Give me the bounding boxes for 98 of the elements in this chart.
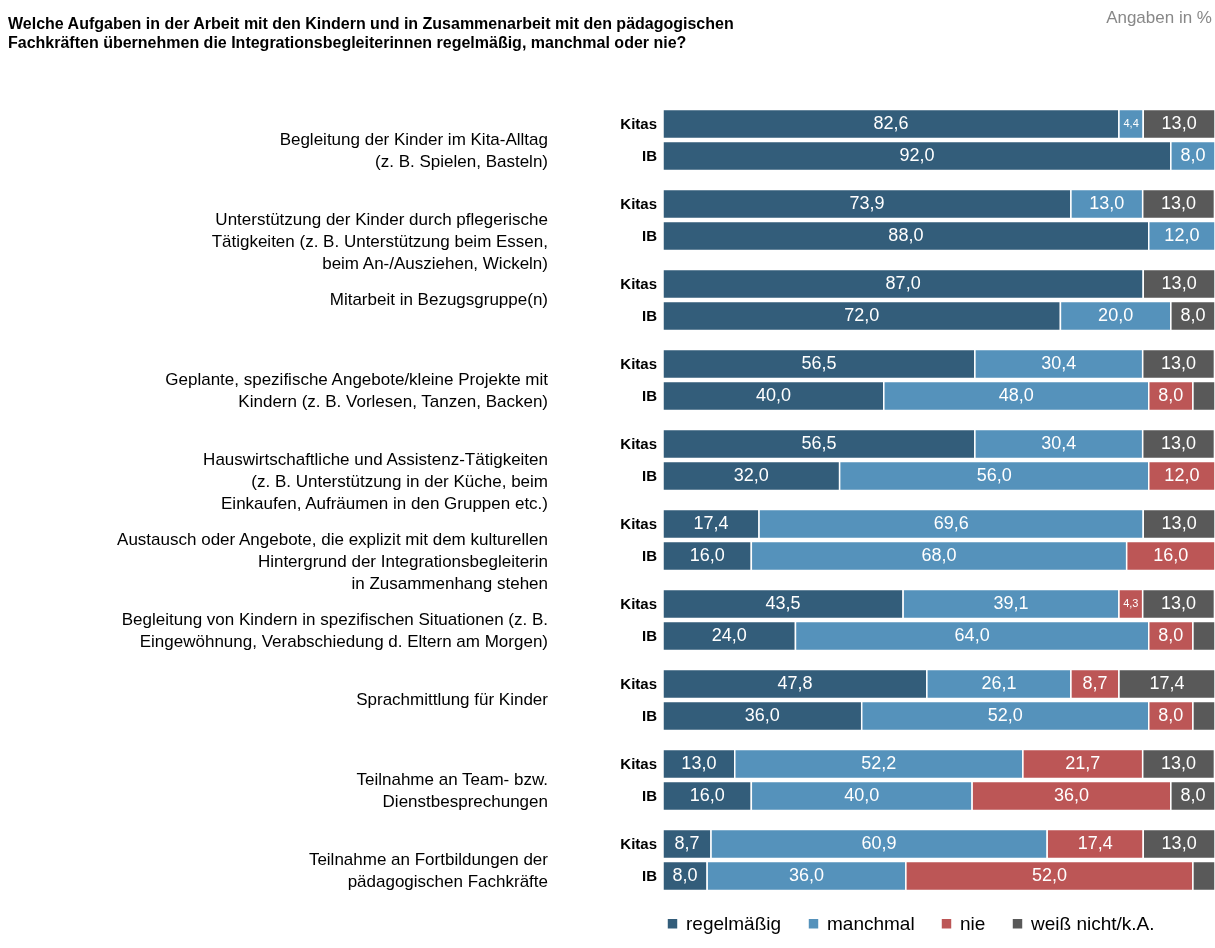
data-label: 12,0 xyxy=(1164,225,1200,245)
data-label: 88,0 xyxy=(888,225,924,245)
y-tick-label: IB xyxy=(642,307,658,324)
data-label: 13,0 xyxy=(1161,593,1197,613)
text: Begleitung der Kinder im Kita-Alltag (z. B. Spielen, Basteln) xyxy=(279,130,548,171)
data-label: 13,0 xyxy=(1089,193,1125,213)
data-label: 16,0 xyxy=(1153,545,1189,565)
y-tick-label: IB xyxy=(642,147,658,164)
data-label: 73,9 xyxy=(849,193,885,213)
y-tick-label: Kitas xyxy=(620,515,657,532)
data-label: 40,0 xyxy=(755,385,791,405)
data-label: 13,0 xyxy=(1161,433,1197,453)
y-tick-label: Kitas xyxy=(620,115,657,132)
data-label: 30,4 xyxy=(1041,433,1077,453)
data-label: 87,0 xyxy=(885,273,921,293)
y-tick-label: IB xyxy=(642,787,658,804)
y-tick-label: IB xyxy=(642,227,658,244)
data-label: 21,7 xyxy=(1065,753,1101,773)
y-tick-label: Kitas xyxy=(620,595,657,612)
data-label: 30,4 xyxy=(1041,353,1077,373)
data-label: 13,0 xyxy=(1161,113,1197,133)
text: Unterstützung der Kinder durch pflegerische Tätigkeiten (z. B. Unterstützung beim Essen, beim An-/Ausziehen, Wickeln) xyxy=(211,210,548,273)
data-label: 26,1 xyxy=(981,673,1017,693)
text: Welche Aufgaben in der Arbeit mit den Kindern und in Zusammenarbeit mit den pädagogischen Fachkräften übernehmen die Integrationsbegleiterinnen regelmäßig, manchmal oder nie? xyxy=(8,15,734,51)
text: Geplante, spezifische Angebote/kleine Projekte mit Kindern (z. B. Vorlesen, Tanzen, Backen) xyxy=(165,370,549,411)
y-tick-label: Kitas xyxy=(620,195,657,212)
y-tick-label: Kitas xyxy=(620,835,657,852)
data-label: 92,0 xyxy=(899,145,935,165)
data-label: 17,4 xyxy=(1077,833,1113,853)
data-label: 36,0 xyxy=(789,865,825,885)
data-label: 40,0 xyxy=(844,785,880,805)
data-label: 56,0 xyxy=(976,465,1012,485)
data-label: 39,1 xyxy=(993,593,1029,613)
data-label: 68,0 xyxy=(921,545,957,565)
y-tick-label: Kitas xyxy=(620,755,657,772)
data-label: 13,0 xyxy=(1161,833,1197,853)
data-label: 8,7 xyxy=(674,833,700,853)
data-label: 8,0 xyxy=(1158,705,1184,725)
data-label: 60,9 xyxy=(861,833,897,853)
data-label: 4,3 xyxy=(1123,597,1139,609)
data-label: 13,0 xyxy=(681,753,717,773)
data-label: 13,0 xyxy=(1161,753,1197,773)
data-label: 8,0 xyxy=(1180,145,1206,165)
data-label: 12,0 xyxy=(1164,465,1200,485)
data-label: 8,7 xyxy=(1082,673,1108,693)
legend-label: nie xyxy=(960,912,986,934)
text: Austausch oder Angebote, die explizit mit dem kulturellen Hintergrund der Integrationsbegleiterin in Zusammenhang stehen xyxy=(117,530,548,593)
y-tick-label: Kitas xyxy=(620,275,657,292)
data-label: 16,0 xyxy=(689,785,725,805)
chart-subtitle: Angaben in % xyxy=(1106,8,1212,27)
y-tick-label: IB xyxy=(642,867,658,884)
data-label: 13,0 xyxy=(1161,353,1197,373)
text: Sprachmittlung für Kinder xyxy=(356,690,549,709)
data-label: 17,4 xyxy=(693,513,729,533)
data-label: 56,5 xyxy=(801,433,837,453)
data-label: 4,4 xyxy=(1123,117,1139,129)
data-label: 47,8 xyxy=(777,673,813,693)
y-tick-label: IB xyxy=(642,627,658,644)
data-label: 32,0 xyxy=(733,465,769,485)
text: Begleitung von Kindern in spezifischen Situationen (z. B. Eingewöhnung, Verabschiedung d. Eltern am Morgen) xyxy=(121,610,548,651)
y-tick-label: Kitas xyxy=(620,675,657,692)
y-tick-label: Kitas xyxy=(620,435,657,452)
data-label: 56,5 xyxy=(801,353,837,373)
y-tick-label: IB xyxy=(642,707,658,724)
data-label: 64,0 xyxy=(954,625,990,645)
data-label: 13,0 xyxy=(1161,273,1197,293)
legend-label: regelmäßig xyxy=(686,912,782,934)
y-tick-label: IB xyxy=(642,467,658,484)
data-label: 43,5 xyxy=(765,593,801,613)
data-label: 8,0 xyxy=(1180,305,1206,325)
data-label: 82,6 xyxy=(873,113,909,133)
text: Mitarbeit in Bezugsgruppe(n) xyxy=(329,290,548,309)
data-label: 24,0 xyxy=(711,625,747,645)
data-label: 52,0 xyxy=(1031,865,1067,885)
data-label: 8,0 xyxy=(1158,385,1184,405)
data-label: 8,0 xyxy=(672,865,698,885)
data-label: 48,0 xyxy=(998,385,1034,405)
y-tick-label: IB xyxy=(642,547,658,564)
text: Teilnahme an Team- bzw. Dienstbesprechungen xyxy=(356,770,548,811)
text: Teilnahme an Fortbildungen der pädagogischen Fachkräfte xyxy=(308,850,549,891)
y-tick-label: Kitas xyxy=(620,355,657,372)
data-label: 13,0 xyxy=(1161,193,1197,213)
y-tick-label: IB xyxy=(642,387,658,404)
data-label: 52,2 xyxy=(861,753,897,773)
data-label: 36,0 xyxy=(744,705,780,725)
data-label: 36,0 xyxy=(1053,785,1089,805)
data-label: 13,0 xyxy=(1161,513,1197,533)
text: Hauswirtschaftliche und Assistenz-Tätigkeiten (z. B. Unterstützung in der Küche, beim Einkaufen, Aufräumen in den Gruppen etc.) xyxy=(203,450,548,513)
data-label: 16,0 xyxy=(689,545,725,565)
data-label: 72,0 xyxy=(844,305,880,325)
legend-label: weiß nicht/k.A. xyxy=(1030,912,1155,934)
data-label: 8,0 xyxy=(1180,785,1206,805)
data-label: 17,4 xyxy=(1149,673,1185,693)
legend-label: manchmal xyxy=(827,912,915,934)
data-label: 69,6 xyxy=(933,513,969,533)
data-label: 8,0 xyxy=(1158,625,1184,645)
data-label: 52,0 xyxy=(987,705,1023,725)
data-label: 20,0 xyxy=(1098,305,1134,325)
